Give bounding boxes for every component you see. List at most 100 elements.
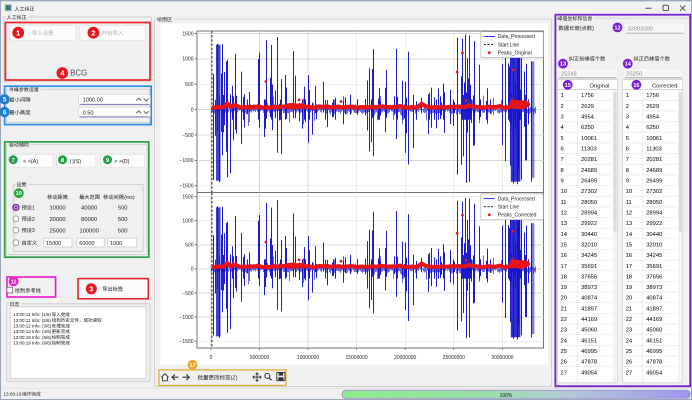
svg-text:6: 6 bbox=[3, 109, 7, 116]
svg-text:1756: 1756 bbox=[581, 93, 594, 99]
svg-text:7: 7 bbox=[12, 158, 16, 164]
svg-text:4954: 4954 bbox=[646, 115, 660, 121]
svg-text:Peaks_Corrected: Peaks_Corrected bbox=[498, 213, 537, 219]
svg-text:8: 8 bbox=[561, 168, 564, 174]
svg-text:28050: 28050 bbox=[581, 200, 597, 206]
svg-text:11: 11 bbox=[11, 279, 17, 285]
svg-text:9: 9 bbox=[561, 179, 564, 185]
svg-text:46151: 46151 bbox=[581, 338, 597, 344]
svg-text:13:00:11 Info: (1/6): 13:00:11 Info: (1/6) bbox=[13, 312, 51, 317]
svg-text:3: 3 bbox=[32, 228, 35, 234]
svg-text:20: 20 bbox=[626, 296, 632, 302]
svg-text:16: 16 bbox=[633, 83, 639, 89]
svg-text:5: 5 bbox=[626, 136, 629, 142]
svg-text:0: 0 bbox=[210, 355, 213, 361]
svg-text:13:00:16 Info: (5/6): 13:00:16 Info: (5/6) bbox=[13, 335, 52, 340]
svg-text:0: 0 bbox=[191, 107, 194, 113]
svg-text:29922: 29922 bbox=[581, 221, 597, 227]
svg-text:17: 17 bbox=[561, 264, 567, 270]
svg-text:13:00:12 Info: (4/6): 13:00:12 Info: (4/6) bbox=[13, 329, 52, 334]
svg-text:1500: 1500 bbox=[182, 31, 193, 37]
svg-text:> >(D): > >(D) bbox=[114, 159, 129, 165]
svg-text:500: 500 bbox=[185, 82, 194, 88]
svg-text:22: 22 bbox=[626, 317, 632, 323]
svg-text:10000000: 10000000 bbox=[297, 355, 319, 361]
svg-text:BCG: BCG bbox=[70, 69, 87, 78]
svg-text:45060: 45060 bbox=[646, 328, 662, 334]
svg-text:15: 15 bbox=[565, 83, 571, 89]
svg-text:−1000: −1000 bbox=[179, 315, 193, 321]
svg-text:1: 1 bbox=[561, 93, 564, 99]
svg-text:19: 19 bbox=[626, 285, 632, 291]
svg-text:11303: 11303 bbox=[581, 147, 597, 153]
svg-text:0.50: 0.50 bbox=[83, 110, 94, 116]
svg-text:13: 13 bbox=[560, 62, 566, 68]
svg-text:8: 8 bbox=[61, 158, 65, 164]
svg-text:41897: 41897 bbox=[581, 306, 597, 312]
svg-text:8: 8 bbox=[626, 168, 629, 174]
svg-text:12: 12 bbox=[561, 211, 567, 217]
svg-text:13:00:11 Info: (2/6): 13:00:11 Info: (2/6) bbox=[13, 318, 51, 323]
svg-text:24: 24 bbox=[561, 338, 568, 344]
svg-text:500: 500 bbox=[118, 228, 128, 234]
svg-text:35691: 35691 bbox=[581, 264, 597, 270]
svg-text:1000: 1000 bbox=[182, 57, 193, 63]
svg-text:| |(S): | |(S) bbox=[70, 159, 82, 165]
svg-text:40874: 40874 bbox=[646, 296, 663, 302]
svg-text:37656: 37656 bbox=[581, 274, 597, 280]
svg-text:14: 14 bbox=[561, 232, 568, 238]
svg-text:3: 3 bbox=[626, 115, 629, 121]
svg-text:26499: 26499 bbox=[646, 179, 662, 185]
svg-text:80000: 80000 bbox=[81, 217, 97, 223]
svg-text:11: 11 bbox=[561, 200, 567, 206]
svg-text:28050: 28050 bbox=[646, 200, 662, 206]
svg-text:6: 6 bbox=[626, 147, 629, 153]
svg-text:10061: 10061 bbox=[581, 136, 597, 142]
svg-text:1: 1 bbox=[626, 93, 629, 99]
svg-text:13: 13 bbox=[626, 221, 632, 227]
svg-text:1000.00: 1000.00 bbox=[83, 98, 103, 104]
svg-text:29922: 29922 bbox=[646, 221, 662, 227]
svg-text:30440: 30440 bbox=[646, 232, 662, 238]
svg-text:30000000: 30000000 bbox=[491, 355, 513, 361]
svg-text:10061: 10061 bbox=[646, 136, 662, 142]
svg-text:4: 4 bbox=[60, 69, 65, 78]
svg-text:23: 23 bbox=[626, 328, 632, 334]
svg-text:41897: 41897 bbox=[646, 306, 662, 312]
svg-text:6250: 6250 bbox=[646, 125, 659, 131]
svg-text:10: 10 bbox=[16, 191, 22, 197]
svg-text:18: 18 bbox=[626, 274, 632, 280]
svg-text:49054: 49054 bbox=[646, 370, 663, 376]
svg-text:28994: 28994 bbox=[581, 211, 598, 217]
svg-text:15000000: 15000000 bbox=[345, 355, 367, 361]
svg-text:26499: 26499 bbox=[581, 179, 597, 185]
svg-text:9: 9 bbox=[106, 158, 110, 164]
svg-text:15000: 15000 bbox=[46, 241, 61, 247]
svg-text:32010: 32010 bbox=[646, 242, 662, 248]
svg-text:500: 500 bbox=[118, 217, 128, 223]
svg-text:25: 25 bbox=[626, 349, 632, 355]
svg-text:14: 14 bbox=[625, 62, 632, 68]
svg-text:−1500: −1500 bbox=[179, 184, 193, 190]
svg-text:Data_Processed: Data_Processed bbox=[498, 34, 535, 40]
svg-text:16: 16 bbox=[561, 253, 567, 259]
svg-text:25000000: 25000000 bbox=[443, 355, 465, 361]
svg-text:Start Line: Start Line bbox=[498, 204, 520, 210]
svg-text:25: 25 bbox=[561, 349, 567, 355]
svg-text:Data_Processed: Data_Processed bbox=[498, 196, 535, 202]
svg-text:3: 3 bbox=[89, 284, 93, 293]
svg-text:18: 18 bbox=[561, 274, 567, 280]
svg-text:2629: 2629 bbox=[581, 104, 594, 110]
svg-text:24689: 24689 bbox=[581, 168, 597, 174]
svg-text:Corrected: Corrected bbox=[652, 84, 677, 90]
svg-text:28994: 28994 bbox=[646, 211, 663, 217]
svg-text:500: 500 bbox=[185, 243, 194, 249]
svg-text:5000000: 5000000 bbox=[250, 355, 270, 361]
svg-text:1: 1 bbox=[32, 205, 35, 211]
svg-text:49054: 49054 bbox=[581, 370, 598, 376]
svg-text:25248: 25248 bbox=[561, 72, 577, 78]
svg-text:20000000: 20000000 bbox=[394, 355, 416, 361]
svg-text:21: 21 bbox=[626, 306, 632, 312]
svg-text:15: 15 bbox=[626, 242, 632, 248]
svg-text:12: 12 bbox=[614, 25, 620, 31]
